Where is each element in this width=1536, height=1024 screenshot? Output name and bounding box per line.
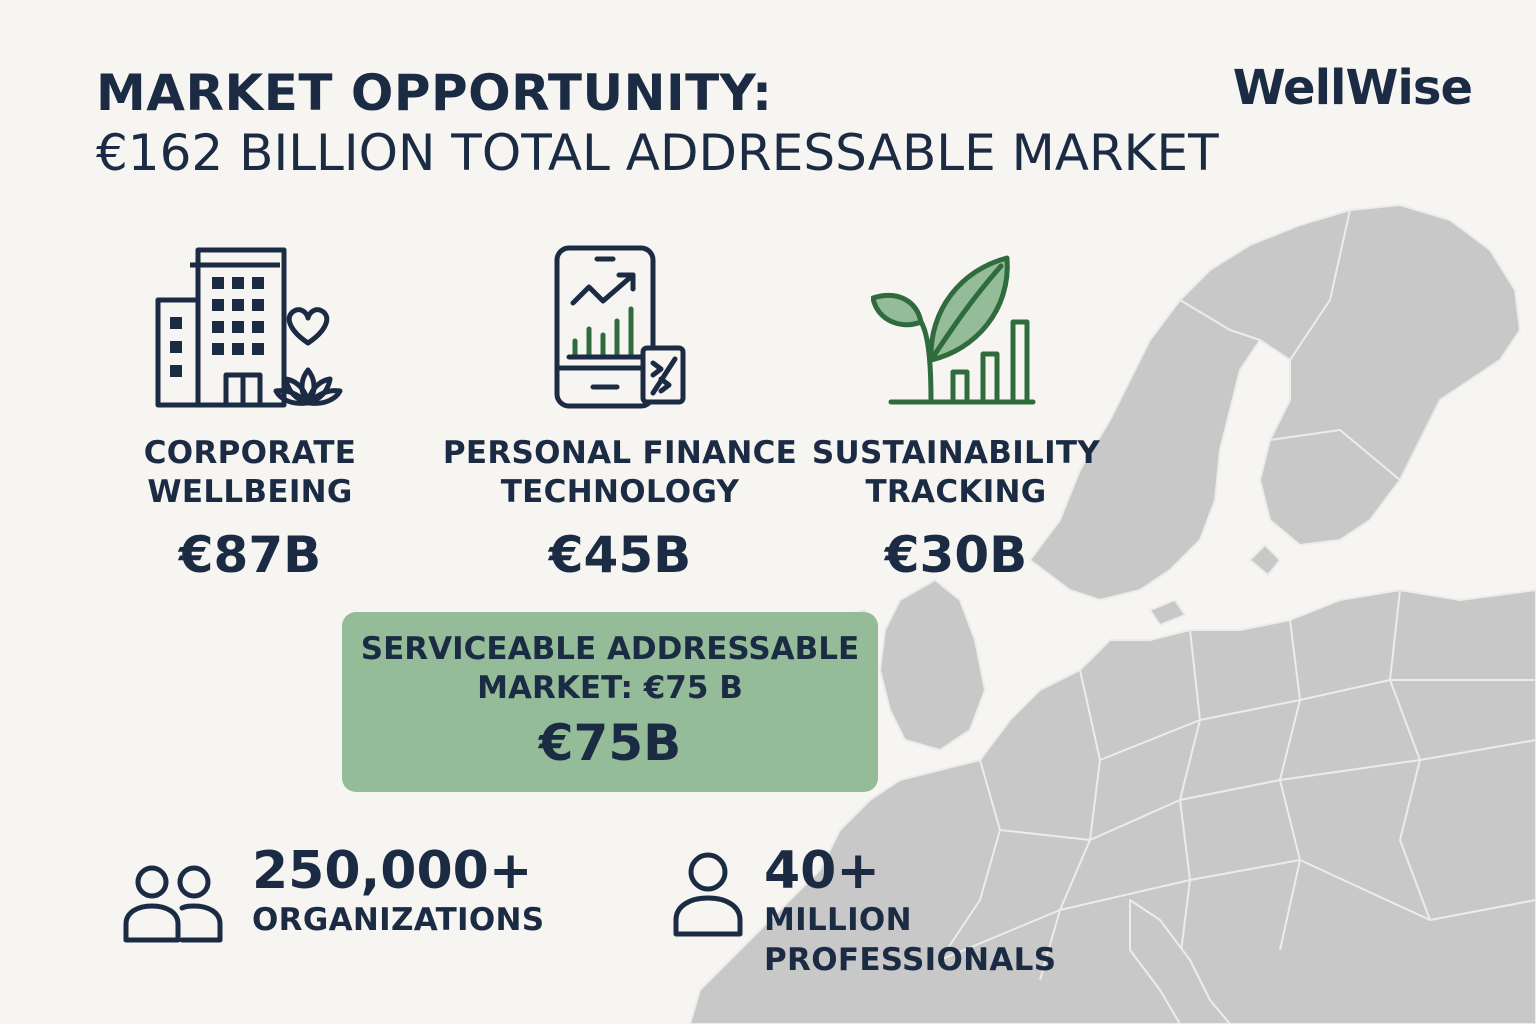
stat-label: ORGANIZATIONS [252,902,545,938]
office-building-heart-lotus-icon [155,247,343,408]
sam-value: €75B [538,714,682,772]
sam-label-line1: SERVICEABLE ADDRESSABLE [360,631,860,667]
stat-professionals: 40+ MILLION PROFESSIONALS [672,842,1056,980]
stat-label-line2: PROFESSIONALS [764,942,1057,978]
sam-label-line2: MARKET: €75 B [477,670,743,706]
uk-shape [879,579,986,751]
segment-label-line2: TECHNOLOGY [500,474,740,510]
segment-value: €87B [178,526,322,584]
serviceable-addressable-market-card: SERVICEABLE ADDRESSABLE MARKET: €75 B €7… [342,612,878,792]
segment-sustainability: SUSTAINABILITY TRACKING €30B [776,240,1136,584]
page-subtitle: €162 BILLION TOTAL ADDRESSABLE MARKET [96,124,1219,182]
smartphone-chart-icon [554,245,686,409]
brand-logo: WellWise [1232,60,1473,116]
page-title: MARKET OPPORTUNITY: [96,64,773,122]
segment-corporate-wellbeing: CORPORATE WELLBEING €87B [70,240,430,584]
stat-label-line1: MILLION [764,902,912,938]
stat-value: 250,000+ [252,841,533,901]
stat-organizations: 250,000+ ORGANIZATIONS [122,842,544,944]
two-people-icon [123,865,223,943]
segment-label-line1: SUSTAINABILITY [811,435,1101,471]
segment-label-line2: TRACKING [865,474,1047,510]
stat-value: 40+ [764,841,880,901]
segment-label-line1: CORPORATE [143,435,357,471]
segment-value: €45B [548,526,692,584]
scandinavia-shape [1029,204,1521,601]
segment-personal-finance: PERSONAL FINANCE TECHNOLOGY €45B [440,240,800,584]
segment-label-line2: WELLBEING [147,474,353,510]
person-icon [673,852,743,937]
segment-value: €30B [884,526,1028,584]
leaf-bar-chart-icon [871,255,1036,405]
segment-label-line1: PERSONAL FINANCE [442,435,798,471]
